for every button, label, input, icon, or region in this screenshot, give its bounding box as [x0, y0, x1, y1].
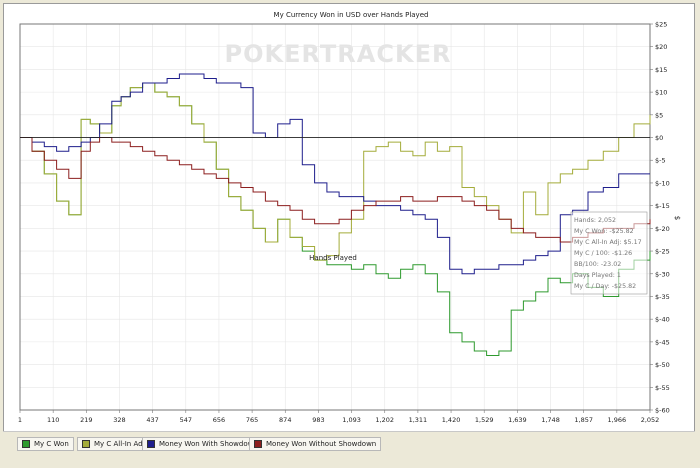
- plot-area: [19, 23, 651, 411]
- legend-item-my-c-won[interactable]: My C Won: [17, 437, 74, 451]
- y-tick-label: $-55: [655, 384, 670, 392]
- x-axis-label: Hands Played: [309, 254, 357, 262]
- x-tick-label: 328: [113, 416, 125, 424]
- x-tick-label: 1: [18, 416, 22, 424]
- tooltip-line: My C Won: -$25.82: [574, 228, 634, 235]
- tooltip-line: Days Played: 1: [574, 272, 621, 279]
- legend-item-money-won-without-showdown[interactable]: Money Won Without Showdown: [249, 437, 382, 451]
- legend-item-money-won-with-showdown[interactable]: Money Won With Showdown: [142, 437, 263, 451]
- x-tick-label: 1,420: [442, 416, 461, 424]
- hover-tooltip: Hands: 2,052 My C Won: -$25.82 My C All-In…: [570, 211, 648, 295]
- y-tick-label: $-15: [655, 202, 670, 210]
- series-line-1: [20, 82, 651, 356]
- tooltip-line: My C All-In Adj: $5.17: [574, 239, 642, 246]
- x-tick-label: 219: [80, 416, 92, 424]
- legend-swatch: [147, 440, 155, 448]
- y-axis-ticks: $25 $20 $15 $10 $5 $0 $-5 $-10 $-15 $-20 $-25 $-30 $…: [650, 21, 670, 415]
- x-tick-label: 983: [312, 416, 324, 424]
- x-tick-label: 874: [279, 416, 291, 424]
- y-tick-label: $-30: [655, 270, 670, 278]
- y-tick-label: $-50: [655, 361, 670, 369]
- x-tick-label: 1,748: [541, 416, 560, 424]
- legend-label: Money Won Without Showdown: [266, 440, 377, 448]
- chart-title: My Currency Won in USD over Hands Played: [274, 11, 429, 19]
- y-tick-label: $-25: [655, 248, 670, 256]
- x-axis-ticks: 1 110 219 328 437 547 656 765 874 983 1,093 1,202 1,…: [18, 410, 659, 424]
- legend-label: My C Won: [34, 440, 69, 448]
- y-tick-label: $-45: [655, 338, 670, 346]
- series-line-4: [20, 137, 651, 243]
- x-tick-label: 110: [47, 416, 59, 424]
- y-tick-label: $-10: [655, 179, 670, 187]
- x-tick-label: 1,202: [375, 416, 394, 424]
- y-tick-label: $-60: [655, 407, 670, 415]
- x-tick-label: 2,052: [641, 416, 660, 424]
- x-tick-label: 765: [246, 416, 258, 424]
- tooltip-line: My C / Day: -$25.82: [574, 283, 636, 290]
- y-tick-label: $-5: [655, 157, 666, 165]
- y-axis-label: $: [673, 216, 681, 220]
- legend-swatch: [254, 440, 262, 448]
- series-line-3: [20, 73, 650, 275]
- x-tick-label: 1,093: [342, 416, 361, 424]
- x-tick-label: 1,639: [508, 416, 527, 424]
- series-layer: [20, 73, 651, 356]
- tooltip-line: BB/100: -23.02: [574, 261, 621, 268]
- legend-swatch: [82, 440, 90, 448]
- x-tick-label: 1,857: [574, 416, 593, 424]
- x-tick-label: 656: [213, 416, 225, 424]
- legend-label: My C All-In Adj: [94, 440, 145, 448]
- tooltip-line: My C / 100: -$1.26: [574, 250, 632, 257]
- tooltip-line: Hands: 2,052: [574, 217, 616, 224]
- y-tick-label: $10: [655, 89, 667, 97]
- x-tick-label: 1,966: [608, 416, 627, 424]
- x-tick-label: 547: [180, 416, 192, 424]
- y-tick-label: $20: [655, 43, 667, 51]
- legend-item-my-c-all-in-adj[interactable]: My C All-In Adj: [77, 437, 150, 451]
- y-tick-label: $25: [655, 21, 667, 29]
- y-tick-label: $5: [655, 111, 663, 119]
- legend-label: Money Won With Showdown: [159, 440, 258, 448]
- x-tick-label: 1,311: [409, 416, 428, 424]
- y-tick-label: $0: [655, 134, 663, 142]
- y-tick-label: $-40: [655, 316, 670, 324]
- x-tick-label: 1,529: [475, 416, 494, 424]
- y-tick-label: $15: [655, 66, 667, 74]
- chart-grid: [19, 23, 651, 411]
- legend-bar: My C Won My C All-In Adj Money Won With …: [3, 431, 695, 463]
- legend-swatch: [22, 440, 30, 448]
- y-tick-label: $-20: [655, 225, 670, 233]
- x-tick-label: 437: [146, 416, 158, 424]
- watermark-logo: POKERTRACKER: [225, 40, 452, 68]
- y-tick-label: $-35: [655, 293, 670, 301]
- series-line-2: [20, 82, 651, 261]
